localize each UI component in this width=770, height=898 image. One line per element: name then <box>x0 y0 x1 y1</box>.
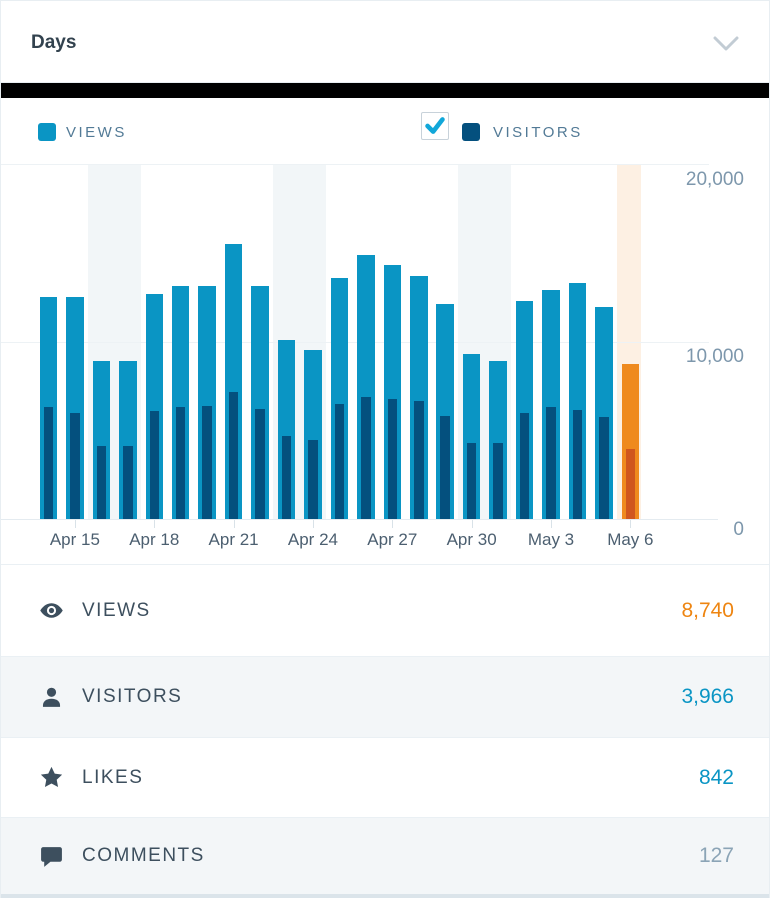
checkmark-icon <box>425 117 445 134</box>
x-tick-label: Apr 30 <box>446 530 497 549</box>
x-tick-mark <box>471 520 473 528</box>
chart-bar[interactable] <box>304 350 322 519</box>
y-tick-0: 0 <box>733 519 744 540</box>
chart-bar-visitors <box>493 442 503 519</box>
chart-bar[interactable] <box>92 361 111 519</box>
y-tick-10000: 10,000 <box>685 346 744 367</box>
chart-legend: VIEWS VISITORS <box>1 98 769 161</box>
x-tick-label: Apr 18 <box>129 530 180 549</box>
chart-bar[interactable] <box>145 293 163 519</box>
chart-bar[interactable] <box>119 361 137 519</box>
chart-bar-visitors <box>96 445 107 519</box>
chart-bar-visitors <box>228 391 239 519</box>
chart-bar-visitors <box>361 396 371 519</box>
x-tick-mark <box>233 520 235 528</box>
stat-value: 8,740 <box>681 598 734 622</box>
chart-bar[interactable] <box>383 265 402 519</box>
x-tick-mark <box>312 520 314 528</box>
x-tick-mark <box>154 520 156 528</box>
person-icon <box>42 687 61 707</box>
x-tick-label: Apr 27 <box>367 530 418 549</box>
chart-bar-visitors <box>519 413 530 519</box>
stat-label: LIKES <box>82 766 144 788</box>
stat-value: 127 <box>698 844 734 867</box>
x-tick-label: Apr 15 <box>49 530 100 549</box>
chart-bar-visitors <box>599 416 609 519</box>
stat-value: 842 <box>698 765 734 789</box>
chart-bar-visitors <box>625 448 636 519</box>
chart-bar[interactable] <box>462 354 481 519</box>
chart-bar-visitors <box>387 399 398 519</box>
chart-bar-visitors <box>123 445 133 519</box>
x-tick-mark <box>74 520 76 528</box>
bottom-edge <box>1 894 769 898</box>
gridline-10000 <box>1 342 709 343</box>
chart-bar-visitors <box>414 401 424 519</box>
views-swatch <box>38 123 56 141</box>
chart-bar-visitors <box>202 406 212 519</box>
chart-bar[interactable] <box>542 290 560 519</box>
chart-bar[interactable] <box>224 243 243 519</box>
chart-bar-visitors <box>466 443 477 519</box>
chart-bar[interactable] <box>39 297 58 519</box>
x-tick-mark <box>551 520 552 528</box>
chevron-down-icon[interactable] <box>713 34 739 54</box>
chart-bar-visitors <box>440 415 450 519</box>
section-divider-bar <box>1 83 769 98</box>
x-tick-mark <box>392 520 394 528</box>
chart-bar-visitors <box>255 408 265 519</box>
chart-bar-visitors <box>175 407 186 519</box>
gridline-20000 <box>1 164 709 165</box>
chart-bar-visitors <box>43 407 54 519</box>
chart-bar[interactable] <box>489 361 507 519</box>
stat-label: VISITORS <box>82 686 183 707</box>
chart-bar[interactable] <box>198 286 216 519</box>
stat-row-comments[interactable]: COMMENTS 127 <box>1 817 769 894</box>
chart-bar[interactable] <box>515 300 534 519</box>
chart-bar[interactable] <box>357 255 375 519</box>
comment-icon <box>41 846 62 867</box>
y-tick-20000: 20,000 <box>685 169 744 190</box>
chart-bar[interactable] <box>171 286 190 519</box>
chart-bar-visitors <box>308 440 318 519</box>
chart-bar-visitors <box>334 403 345 519</box>
chart-bar-visitors <box>70 412 80 519</box>
x-tick-label: Apr 24 <box>287 530 338 549</box>
chart-bar[interactable] <box>66 297 84 519</box>
chart-bar[interactable] <box>277 339 296 519</box>
x-tick-mark <box>630 520 632 528</box>
stat-label: VIEWS <box>82 599 151 621</box>
stat-label: COMMENTS <box>82 845 205 866</box>
stat-row-likes[interactable]: LIKES 842 <box>1 737 769 817</box>
views-legend-label: VIEWS <box>66 124 127 141</box>
x-tick-label: Apr 21 <box>208 530 259 549</box>
chart-bar-visitors <box>149 411 159 519</box>
visitors-legend-label: VISITORS <box>493 124 583 141</box>
chart-bar[interactable] <box>330 278 349 519</box>
bar-chart: Apr 15 Apr 18 Apr 21 Apr 24 Apr 27 Apr 30 May … <box>1 161 769 564</box>
period-title: Days <box>31 32 77 53</box>
chart-bar[interactable] <box>410 275 428 519</box>
x-axis-line <box>1 519 718 520</box>
chart-bar-visitors <box>281 436 292 519</box>
eye-icon <box>40 603 63 618</box>
period-selector[interactable]: Days <box>1 1 769 83</box>
chart-bar[interactable] <box>568 283 587 519</box>
chart-bar[interactable] <box>436 304 454 519</box>
stat-row-views[interactable]: VIEWS 8,740 <box>1 564 769 656</box>
visitors-swatch <box>462 123 480 141</box>
stats-list: VIEWS 8,740 VISITORS 3,966 LIKES 842 COM… <box>1 564 769 894</box>
visitors-checkbox[interactable] <box>421 112 449 140</box>
chart-bar[interactable] <box>621 363 640 519</box>
chart-bar[interactable] <box>251 286 269 519</box>
chart-bar-visitors <box>546 407 556 519</box>
stat-value: 3,966 <box>681 685 734 708</box>
x-tick-label: May 6 <box>607 530 654 549</box>
chart-bar-visitors <box>572 409 583 519</box>
stat-row-visitors[interactable]: VISITORS 3,966 <box>1 656 769 737</box>
x-tick-label: May 3 <box>527 530 575 549</box>
chart-bar[interactable] <box>595 307 613 519</box>
star-icon <box>40 766 63 787</box>
